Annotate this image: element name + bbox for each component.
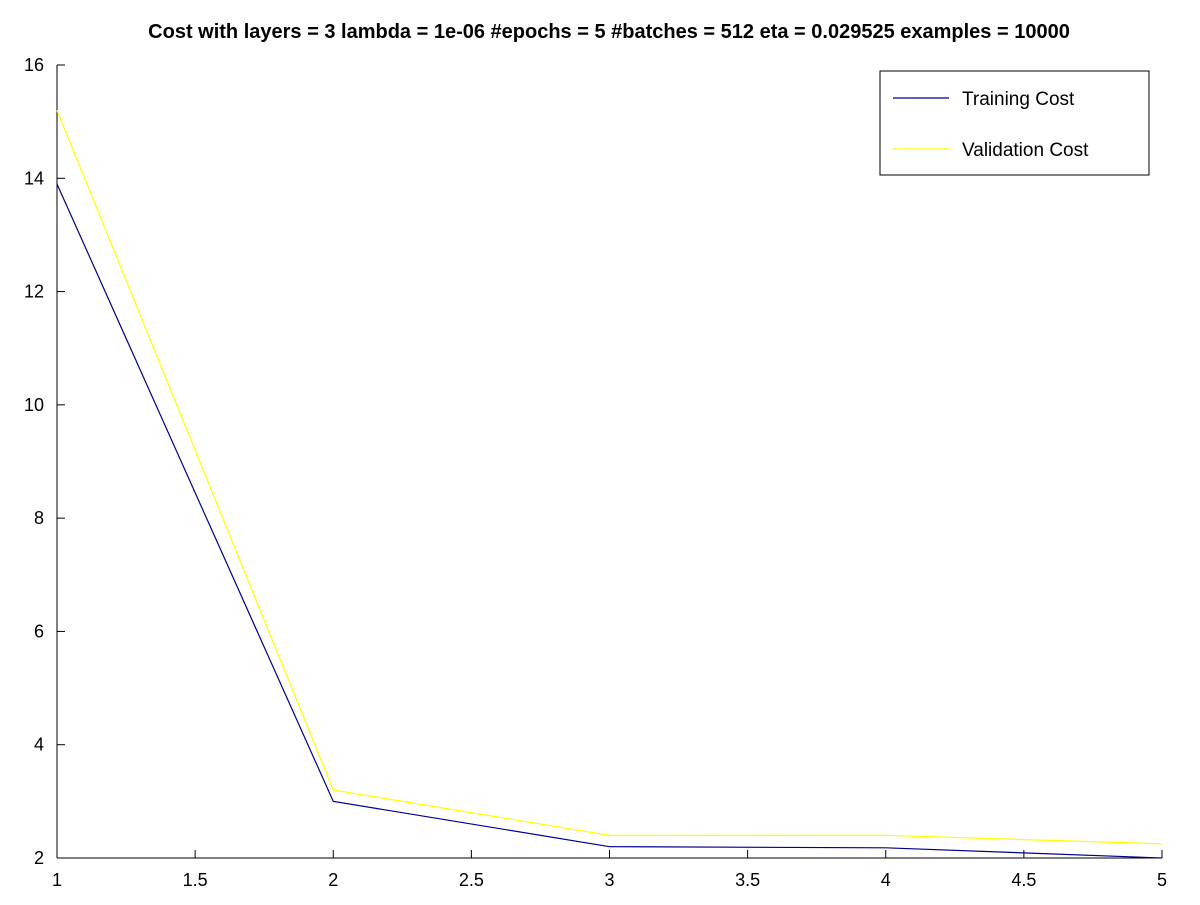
y-tick-label: 12 — [24, 282, 44, 302]
y-tick-label: 16 — [24, 55, 44, 75]
x-tick-label: 4.5 — [1011, 870, 1036, 890]
y-tick-label: 2 — [34, 848, 44, 868]
x-tick-label: 3.5 — [735, 870, 760, 890]
x-tick-label: 3 — [604, 870, 614, 890]
y-tick-label: 4 — [34, 735, 44, 755]
x-tick-label: 2 — [328, 870, 338, 890]
x-tick-label: 1.5 — [183, 870, 208, 890]
axes: 2 4 6 8 10 12 14 16 1 1.5 2 2.5 3 3.5 4 4.5 5 — [24, 55, 1167, 890]
chart-title: Cost with layers = 3 lambda = 1e-06 #epo… — [148, 21, 1070, 43]
y-tick-label: 14 — [24, 168, 44, 188]
x-tick-label: 2.5 — [459, 870, 484, 890]
x-tick-label: 4 — [881, 870, 891, 890]
x-tick-label: 1 — [52, 870, 62, 890]
y-tick-label: 10 — [24, 395, 44, 415]
legend-label: Training Cost — [962, 89, 1075, 110]
y-tick-label: 8 — [34, 508, 44, 528]
series-lines — [56, 110, 1163, 859]
legend: Training Cost Validation Cost — [879, 70, 1150, 176]
legend-box — [879, 70, 1150, 176]
legend-label: Validation Cost — [962, 140, 1089, 161]
series-line-training-cost — [56, 183, 1163, 859]
x-tick-label: 5 — [1157, 870, 1167, 890]
y-tick-label: 6 — [34, 621, 44, 641]
series-line-validation-cost — [56, 110, 1163, 845]
